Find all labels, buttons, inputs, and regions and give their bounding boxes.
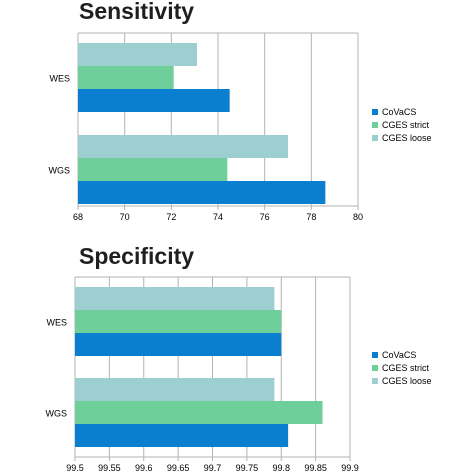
legend-swatch-covacs: [372, 109, 378, 115]
legend-label: CGES loose: [382, 376, 432, 386]
x-tick-label: 78: [306, 212, 316, 222]
bar-covacs-wgs: [75, 424, 289, 447]
bar-covacs-wgs: [78, 181, 326, 204]
x-tick-label: 99.85: [304, 463, 327, 473]
x-tick-label: 76: [260, 212, 270, 222]
sensitivity-plot: 68 70 72 74 76 78 80 WES WGS CoVaCS CGES strict CGE…: [49, 32, 432, 222]
x-tick-label: 70: [120, 212, 130, 222]
x-tick-label: 99.75: [236, 463, 259, 473]
x-tick-label: 80: [353, 212, 363, 222]
category-label: WGS: [49, 166, 71, 176]
x-tick-label: 72: [166, 212, 176, 222]
legend-label: CGES strict: [382, 120, 430, 130]
x-tick-label: 99.9: [341, 463, 359, 473]
x-tick-label: 99.7: [204, 463, 222, 473]
legend-swatch-cges-strict: [372, 365, 378, 371]
bar-cges-loose-wes: [75, 287, 275, 310]
bar-cges-loose-wes: [78, 43, 197, 66]
x-tick-label: 74: [213, 212, 223, 222]
bar-cges-strict-wgs: [75, 401, 323, 424]
specificity-chart: Specificity 99.5 99.55 99.6 99.65 99.7 99.75 9…: [0, 237, 474, 474]
legend-swatch-cges-loose: [372, 378, 378, 384]
bar-cges-strict-wes: [78, 66, 174, 89]
specificity-plot: 99.5 99.55 99.6 99.65 99.7 99.75 99.8 99.85 99.9…: [46, 276, 432, 473]
bar-cges-strict-wes: [75, 310, 282, 333]
x-tick-label: 68: [73, 212, 83, 222]
category-label: WES: [46, 318, 67, 328]
x-tick-label: 99.6: [135, 463, 153, 473]
legend-swatch-cges-loose: [372, 135, 378, 141]
legend-label: CoVaCS: [382, 350, 416, 360]
bar-covacs-wes: [78, 89, 230, 112]
legend-label: CoVaCS: [382, 107, 416, 117]
legend-label: CGES loose: [382, 133, 432, 143]
bar-covacs-wes: [75, 333, 282, 356]
legend-label: CGES strict: [382, 363, 430, 373]
chart-title: Sensitivity: [79, 0, 195, 24]
x-tick-label: 99.5: [66, 463, 84, 473]
bar-cges-loose-wgs: [78, 135, 288, 158]
category-label: WGS: [46, 409, 68, 419]
sensitivity-chart: Sensitivity 68 70 72 74 76 78 80 WES WGS CoVaCS CG…: [49, 0, 432, 222]
chart-title: Specificity: [79, 243, 195, 269]
category-label: WES: [49, 74, 70, 84]
x-tick-label: 99.55: [98, 463, 121, 473]
legend-swatch-cges-strict: [372, 122, 378, 128]
x-tick-label: 99.8: [272, 463, 290, 473]
bar-cges-strict-wgs: [78, 158, 228, 181]
legend-swatch-covacs: [372, 352, 378, 358]
x-tick-label: 99.65: [167, 463, 190, 473]
bar-cges-loose-wgs: [75, 378, 275, 401]
